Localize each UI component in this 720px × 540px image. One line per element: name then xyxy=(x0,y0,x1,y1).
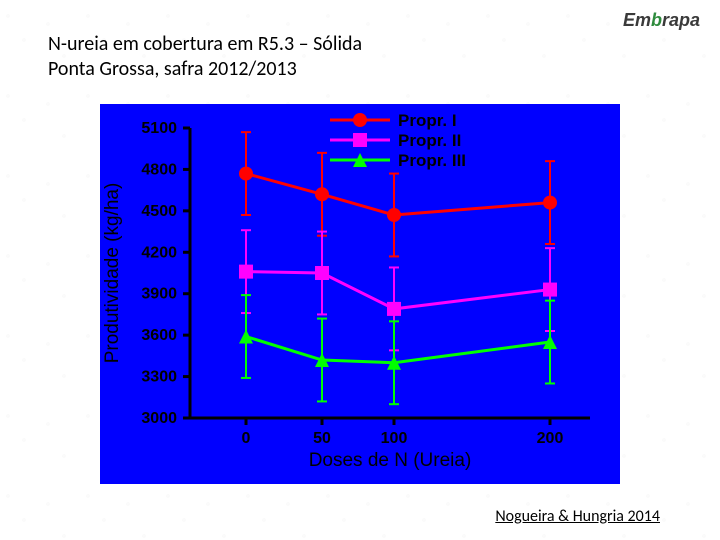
title-line-1: N-ureia em cobertura em R5.3 – Sólida xyxy=(48,32,362,57)
productivity-chart: 3000 3300 3600 3900 4200 4500 4800 5100 0 50 100 20… xyxy=(100,104,620,484)
svg-text:3600: 3600 xyxy=(141,327,177,344)
svg-text:Propr. I: Propr. I xyxy=(398,111,457,130)
logo-post: rapa xyxy=(662,10,700,30)
svg-text:4800: 4800 xyxy=(141,161,177,178)
chart-svg: 3000 3300 3600 3900 4200 4500 4800 5100 0 50 100 20… xyxy=(100,104,620,484)
svg-text:Propr. III: Propr. III xyxy=(398,151,466,170)
title-line-2: Ponta Grossa, safra 2012/2013 xyxy=(48,57,362,82)
svg-text:Doses de N (Ureia): Doses de N (Ureia) xyxy=(309,450,472,471)
svg-text:0: 0 xyxy=(242,430,251,447)
logo-mid: b xyxy=(651,10,662,30)
svg-text:3000: 3000 xyxy=(141,410,177,427)
svg-text:3300: 3300 xyxy=(141,369,177,386)
svg-text:100: 100 xyxy=(381,430,408,447)
slide-title: N-ureia em cobertura em R5.3 – Sólida Po… xyxy=(48,32,362,82)
svg-text:200: 200 xyxy=(537,430,564,447)
logo-pre: Em xyxy=(623,10,651,30)
svg-text:Produtividade (kg/ha): Produtividade (kg/ha) xyxy=(102,183,123,364)
svg-text:Propr. II: Propr. II xyxy=(398,131,461,150)
svg-text:4500: 4500 xyxy=(141,203,177,220)
svg-text:4200: 4200 xyxy=(141,244,177,261)
brand-logo: Embrapa xyxy=(623,10,700,31)
citation-text: Nogueira & Hungria 2014 xyxy=(495,507,660,526)
svg-text:3900: 3900 xyxy=(141,286,177,303)
svg-text:50: 50 xyxy=(313,430,331,447)
svg-text:5100: 5100 xyxy=(141,120,177,137)
